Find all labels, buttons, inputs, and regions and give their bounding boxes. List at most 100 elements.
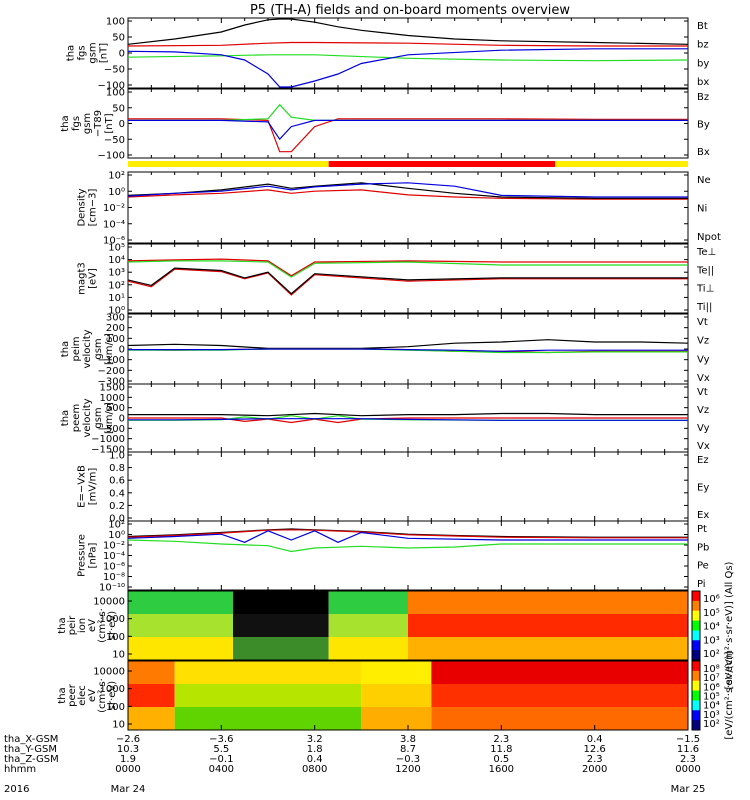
panel-fgs-gsm: 100 50 0 −50 −100 tha fgs gsm [nT] Bt bz by bx	[66, 17, 710, 92]
colorbar-segment	[692, 700, 700, 711]
flux-band	[431, 684, 688, 708]
series-Vx	[128, 418, 688, 421]
x-tick-value: 8.7	[400, 744, 416, 755]
y-axis-label: gsm	[93, 407, 104, 428]
legend-label: Ex	[697, 510, 709, 521]
colorbar-tick-label: 10⁵	[703, 692, 720, 703]
flux-band	[128, 637, 233, 661]
x-tick-value: 0.4	[587, 734, 603, 745]
colorbar-tick-label: 10²	[703, 719, 720, 730]
flux-band	[233, 637, 329, 661]
panel-frame	[127, 88, 689, 159]
y-tick-label: 10	[112, 720, 125, 731]
y-axis-label: velocity	[82, 398, 93, 437]
series-group	[127, 18, 689, 88]
series-Bt	[127, 18, 689, 45]
flux-band	[128, 707, 175, 731]
x-tick-value: 11.6	[677, 744, 699, 755]
y-axis-label: E=−VxB	[77, 465, 88, 508]
x-tick-value: 12.6	[584, 744, 606, 755]
x-tick-value: −2.6	[116, 734, 140, 745]
y-axis-label: gsm	[88, 42, 99, 63]
flux-band	[361, 707, 432, 731]
colorbar-segment	[692, 620, 700, 631]
colorbar-segment	[692, 710, 700, 721]
spectrogram-frame	[127, 590, 689, 661]
x-tick-value: −3.6	[209, 734, 233, 745]
orbit-segment	[555, 161, 688, 167]
flux-band	[128, 684, 175, 708]
flux-band	[174, 707, 362, 731]
y-tick-label: 10²	[108, 280, 125, 291]
flux-band	[408, 614, 688, 638]
y-axis-label: velocity	[82, 329, 93, 368]
series-Vt	[127, 339, 689, 349]
y-tick-label: 10²	[108, 171, 125, 182]
series-Vx	[128, 348, 688, 352]
y-tick-label: 50	[112, 33, 125, 44]
legend-label: Pb	[697, 542, 709, 553]
y-tick-label: 10⁰	[108, 187, 125, 198]
series-Ne	[127, 189, 688, 200]
y-tick-label: 0	[119, 414, 125, 425]
flux-band	[328, 637, 408, 661]
legend-label: Ne	[697, 175, 711, 186]
y-axis-label: magt3	[77, 262, 88, 295]
colorbar-tick-label: 10⁴	[703, 622, 720, 633]
y-tick-label: 500	[106, 403, 125, 414]
x-row-label: tha_Z-GSM	[4, 754, 59, 765]
series-Pi	[127, 530, 688, 543]
y-tick-label: 10⁻⁸	[103, 572, 125, 583]
y-tick-label: 50	[112, 103, 125, 114]
y-axis-label: Density	[77, 188, 88, 226]
y-tick-label: 10000	[93, 597, 125, 608]
legend-label: Vx	[697, 441, 710, 452]
legend-label: Ni	[697, 204, 707, 215]
y-axis-label: sr·eV)	[107, 681, 118, 710]
colorbar-label: [eV/(cm²·s·sr·eV)]	[724, 651, 735, 739]
y-tick-label: −200	[98, 366, 125, 377]
y-tick-label: −100	[98, 151, 125, 162]
y-axis-label: [nPa]	[88, 542, 99, 568]
y-tick-label: 10¹	[108, 293, 125, 304]
panel-frame	[127, 17, 689, 89]
legend-label: Vx	[697, 373, 710, 384]
series-group	[127, 182, 688, 200]
x-tick-value: 0800	[302, 764, 327, 775]
x-year-label: 2016	[4, 784, 29, 795]
y-tick-label: 10⁻⁶	[103, 562, 125, 573]
x-tick-value: 1.8	[307, 744, 323, 755]
colorbar-segment	[692, 680, 700, 692]
y-tick-label: −100	[98, 355, 125, 366]
legend-label: Bt	[697, 21, 708, 32]
colorbar-segment	[692, 650, 700, 661]
flux-band	[128, 614, 233, 638]
panel-density: 10² 10⁰ 10⁻² 10⁻⁴ 10⁻⁶ Density [cm−3] Ne Ni Npot	[77, 171, 721, 247]
y-tick-label: 300	[106, 313, 125, 324]
flux-band	[328, 614, 408, 638]
y-tick-label: 10³	[108, 268, 125, 279]
colorbar-frame	[691, 590, 701, 661]
y-tick-label: 0	[119, 119, 125, 130]
series-Npot	[127, 182, 688, 198]
colorbar-tick-label: 10⁷	[703, 673, 720, 684]
series-Ni	[127, 182, 688, 199]
colorbar-tick-label: 10⁶	[703, 682, 720, 693]
y-tick-label: 10⁰	[108, 530, 125, 541]
series-group	[128, 103, 688, 153]
orbit-region-bar	[128, 161, 688, 167]
y-tick-label: 0.0	[109, 514, 125, 525]
series-Ti⊥	[127, 258, 688, 277]
y-axis-label: [eV]	[88, 268, 99, 289]
series-group	[127, 258, 688, 296]
colorbar-tick-label: 10⁶	[703, 594, 720, 605]
colorbar-tick-label: 10⁵	[703, 608, 720, 619]
y-axis-label: (cm²·s·	[97, 608, 108, 643]
time-axis: tha_X-GSM −2.6 −3.6 3.2 3.8 2.3 0.4 −1.5 tha_Y-G…	[4, 725, 705, 795]
x-tick-value: 0000	[675, 764, 700, 775]
series-Bx	[128, 119, 688, 141]
x-tick-value: 2.3	[680, 754, 696, 765]
flux-band	[174, 684, 362, 708]
